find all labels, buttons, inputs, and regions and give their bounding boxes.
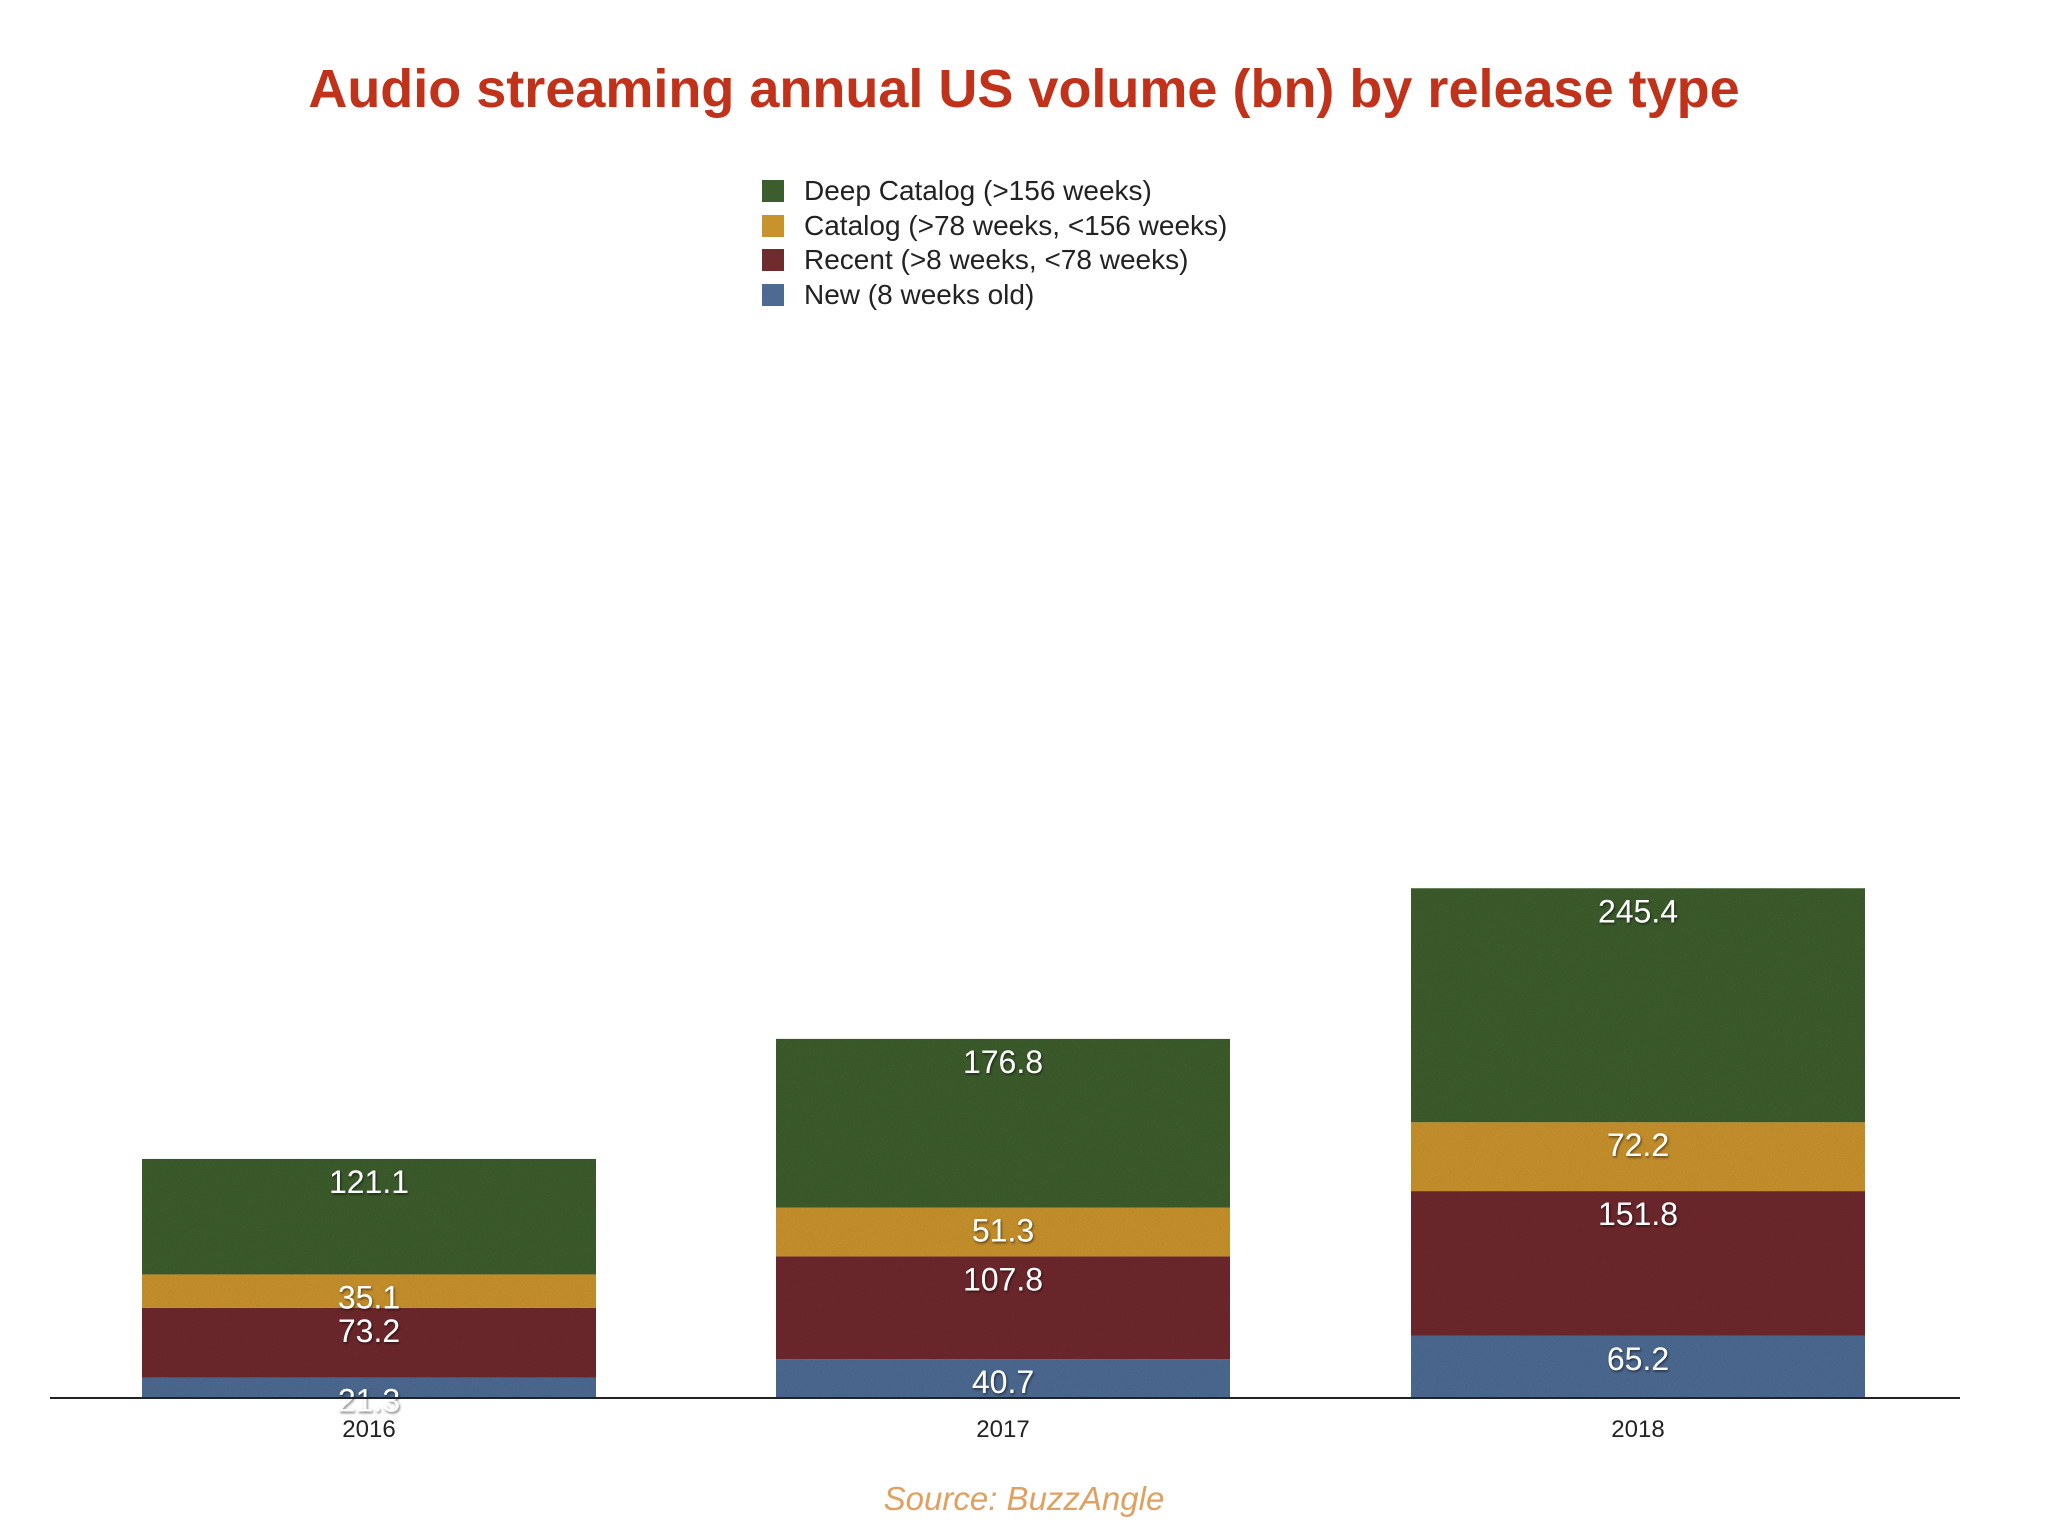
chart-legend: Deep Catalog (>156 weeks) Catalog (>78 we… <box>762 174 1227 312</box>
legend-item-new-8-weeks-old: New (8 weeks old) <box>762 278 1227 313</box>
data-label-2016-deep-catalog-156-weeks: 121.1 <box>329 1164 409 1200</box>
x-tick-label-2018: 2018 <box>1611 1416 1664 1443</box>
legend-item-deep-catalog-156-weeks: Deep Catalog (>156 weeks) <box>762 174 1227 209</box>
data-label-2017-new-8-weeks-old: 40.7 <box>972 1364 1034 1400</box>
legend-swatch <box>762 180 784 203</box>
bar-2018-catalog-78-weeks-156-weeks <box>1411 1122 1865 1192</box>
legend-label: Recent (>8 weeks, <78 weeks) <box>804 244 1189 276</box>
data-label-2017-recent-8-weeks-78-weeks: 107.8 <box>963 1261 1043 1297</box>
x-tick-label-2016: 2016 <box>342 1416 395 1443</box>
bar-2018-recent-8-weeks-78-weeks <box>1411 1191 1865 1336</box>
bar-2016-deep-catalog-156-weeks <box>142 1158 596 1275</box>
data-label-2016-catalog-78-weeks-156-weeks: 35.1 <box>338 1279 400 1315</box>
bar-2018-new-8-weeks-old <box>1411 1335 1865 1398</box>
bar-2017-recent-8-weeks-78-weeks <box>776 1256 1230 1360</box>
legend-item-catalog-78-weeks-156-weeks: Catalog (>78 weeks, <156 weeks) <box>762 209 1227 244</box>
legend-item-recent-8-weeks-78-weeks: Recent (>8 weeks, <78 weeks) <box>762 243 1227 278</box>
chart-source: Source: BuzzAngle <box>883 1480 1165 1517</box>
data-label-2018-deep-catalog-156-weeks: 245.4 <box>1598 893 1678 929</box>
legend-label: Catalog (>78 weeks, <156 weeks) <box>804 209 1228 241</box>
data-label-2018-new-8-weeks-old: 65.2 <box>1607 1341 1669 1377</box>
bar-2016-catalog-78-weeks-156-weeks <box>142 1274 596 1308</box>
data-label-2018-recent-8-weeks-78-weeks: 151.8 <box>1598 1196 1678 1232</box>
legend-swatch <box>762 249 784 272</box>
data-label-2018-catalog-78-weeks-156-weeks: 72.2 <box>1607 1127 1669 1163</box>
data-label-2017-catalog-78-weeks-156-weeks: 51.3 <box>972 1212 1034 1248</box>
chart-title: Audio streaming annual US volume (bn) by… <box>308 59 1740 119</box>
bar-2017-catalog-78-weeks-156-weeks <box>776 1207 1230 1257</box>
legend-swatch <box>762 283 784 306</box>
bar-2017-deep-catalog-156-weeks <box>776 1038 1230 1208</box>
bar-2016-recent-8-weeks-78-weeks <box>142 1307 596 1378</box>
legend-label: New (8 weeks old) <box>804 278 1035 310</box>
bar-2017-new-8-weeks-old <box>776 1359 1230 1398</box>
x-tick-label-2017: 2017 <box>976 1416 1029 1443</box>
bar-2018-deep-catalog-156-weeks <box>1411 888 1865 1123</box>
data-label-2016-recent-8-weeks-78-weeks: 73.2 <box>338 1313 400 1349</box>
bar-2016-new-8-weeks-old <box>142 1377 596 1398</box>
data-label-2016-new-8-weeks-old: 21.3 <box>338 1383 400 1419</box>
legend-label: Deep Catalog (>156 weeks) <box>804 175 1152 207</box>
legend-swatch <box>762 214 784 237</box>
data-label-2017-deep-catalog-156-weeks: 176.8 <box>963 1044 1043 1080</box>
